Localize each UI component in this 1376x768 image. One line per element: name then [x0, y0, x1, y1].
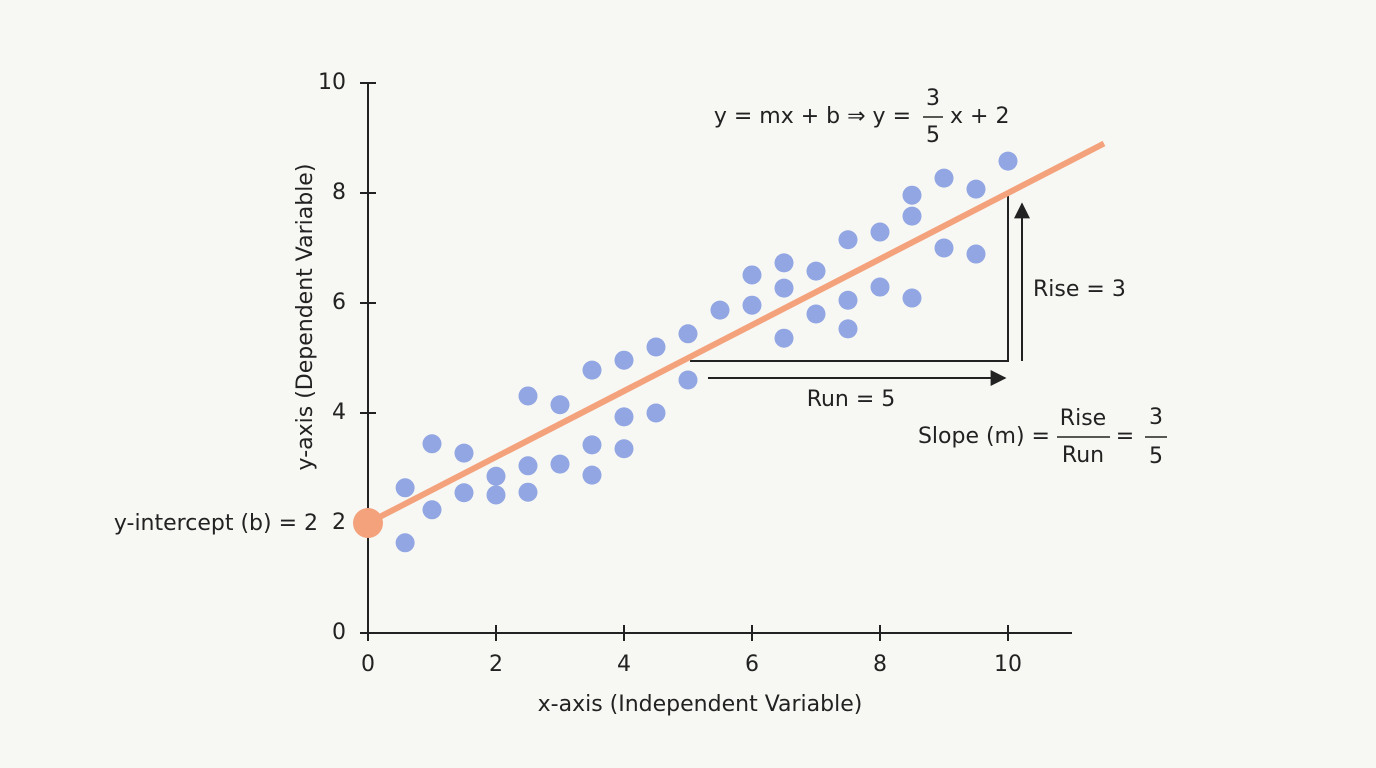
data-point — [646, 337, 666, 357]
rise-label: Rise = 3 — [1033, 277, 1126, 302]
x-tick-label: 0 — [361, 652, 375, 677]
data-point — [550, 395, 570, 415]
equation-numerator: 3 — [926, 86, 940, 111]
equation-denominator: 5 — [926, 123, 940, 148]
data-point — [518, 386, 538, 406]
y-axis-label: y-axis (Dependent Variable) — [293, 164, 318, 471]
data-point — [902, 206, 922, 226]
x-tick-label: 4 — [617, 652, 631, 677]
data-point — [838, 319, 858, 339]
data-point — [774, 253, 794, 273]
data-point — [838, 230, 858, 250]
y-tick-label: 6 — [332, 290, 346, 315]
data-point — [582, 465, 602, 485]
data-point — [614, 439, 634, 459]
data-point — [838, 290, 858, 310]
data-point — [934, 238, 954, 258]
data-point — [678, 324, 698, 344]
data-point — [934, 168, 954, 188]
slope-equals: = — [1116, 424, 1134, 449]
data-point — [582, 435, 602, 455]
data-point — [614, 407, 634, 427]
data-point — [646, 403, 666, 423]
data-point — [870, 277, 890, 297]
equation-text: y = mx + b ⇒ y = — [714, 104, 918, 129]
run-label: Run = 5 — [807, 387, 896, 412]
data-point — [678, 370, 698, 390]
data-point — [902, 288, 922, 308]
data-point — [806, 304, 826, 324]
data-point — [870, 222, 890, 242]
data-point — [998, 151, 1018, 171]
data-point — [582, 360, 602, 380]
data-point — [395, 533, 415, 553]
x-tick-label: 8 — [873, 652, 887, 677]
slope-value-numerator: 3 — [1149, 405, 1163, 430]
y-tick-label: 2 — [332, 510, 346, 535]
data-point — [486, 466, 506, 486]
data-point — [774, 328, 794, 348]
data-point — [454, 483, 474, 503]
data-point — [710, 300, 730, 320]
fit-line — [366, 140, 1106, 526]
slope-text: Slope (m) = — [918, 424, 1050, 449]
x-axis-label: x-axis (Independent Variable) — [538, 692, 863, 717]
intercept-label: y-intercept (b) = 2 — [114, 511, 318, 536]
data-point — [742, 265, 762, 285]
x-tick-label: 2 — [489, 652, 503, 677]
data-point — [486, 485, 506, 505]
slope-value-denominator: 5 — [1149, 444, 1163, 469]
equation-text: x + 2 — [950, 104, 1009, 129]
slope-triangle — [690, 196, 1009, 362]
y-tick-label: 8 — [332, 180, 346, 205]
data-point — [422, 500, 442, 520]
data-point — [966, 244, 986, 264]
data-point — [902, 185, 922, 205]
x-tick-label: 6 — [745, 652, 759, 677]
y-tick-label: 0 — [332, 620, 346, 645]
data-point — [614, 350, 634, 370]
data-point — [518, 482, 538, 502]
slope-numerator: Rise — [1060, 406, 1106, 431]
data-point — [806, 261, 826, 281]
data-point — [454, 443, 474, 463]
slope-denominator: Run — [1062, 443, 1104, 468]
data-point — [518, 456, 538, 476]
data-point — [774, 278, 794, 298]
data-point — [742, 295, 762, 315]
data-point — [395, 478, 415, 498]
x-tick-label: 10 — [994, 652, 1022, 677]
y-tick-label: 10 — [318, 70, 346, 95]
data-point — [422, 434, 442, 454]
data-point — [966, 179, 986, 199]
intercept-point — [353, 508, 383, 538]
y-tick-label: 4 — [332, 400, 346, 425]
data-point — [550, 454, 570, 474]
